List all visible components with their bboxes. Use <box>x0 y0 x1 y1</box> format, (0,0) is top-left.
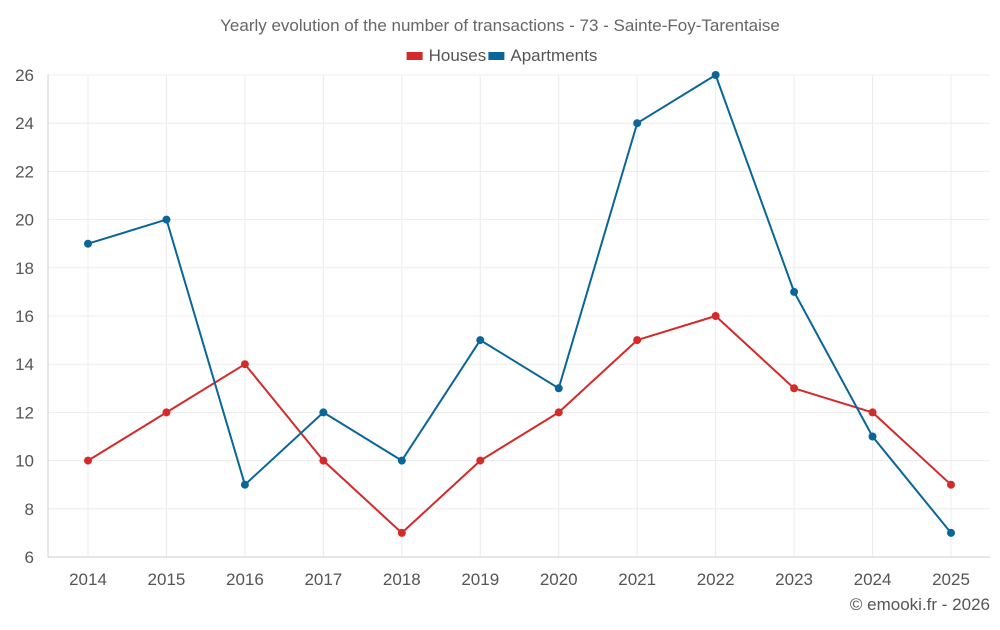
y-tick-label: 8 <box>25 500 34 519</box>
data-point-houses[interactable] <box>711 312 720 320</box>
data-point-houses[interactable] <box>476 456 485 465</box>
data-point-houses[interactable] <box>162 408 171 417</box>
series-layer <box>84 71 955 537</box>
y-tick-label: 22 <box>15 162 34 181</box>
series-line-apartments <box>87 74 952 534</box>
x-tick-label: 2025 <box>932 570 970 589</box>
series-line-houses <box>87 315 952 534</box>
legend-swatch-houses <box>406 52 423 60</box>
x-tick-label: 2015 <box>148 570 186 589</box>
data-point-houses[interactable] <box>84 456 92 465</box>
y-tick-label: 24 <box>15 114 34 133</box>
data-point-apartments[interactable] <box>554 384 563 393</box>
y-tick-label: 16 <box>15 307 34 326</box>
y-tick-label: 10 <box>15 452 34 471</box>
y-tick-label: 26 <box>15 66 34 85</box>
data-point-houses[interactable] <box>554 408 563 417</box>
x-tick-label: 2014 <box>69 570 107 589</box>
data-point-apartments[interactable] <box>947 528 955 537</box>
legend-label-apartments[interactable]: Apartments <box>510 46 597 65</box>
data-point-apartments[interactable] <box>790 287 799 296</box>
data-point-apartments[interactable] <box>397 456 406 465</box>
data-point-houses[interactable] <box>319 456 328 465</box>
x-tick-label: 2020 <box>540 570 578 589</box>
x-tick-label: 2021 <box>618 570 656 589</box>
data-point-apartments[interactable] <box>240 480 249 489</box>
data-point-houses[interactable] <box>240 360 249 369</box>
x-tick-label: 2024 <box>854 570 892 589</box>
chart-title: Yearly evolution of the number of transa… <box>220 16 780 35</box>
data-point-apartments[interactable] <box>633 119 642 128</box>
x-tick-label: 2019 <box>461 570 499 589</box>
y-tick-label: 12 <box>15 403 34 422</box>
data-point-apartments[interactable] <box>162 215 171 224</box>
data-point-houses[interactable] <box>790 384 799 393</box>
credit-text: © emooki.fr - 2026 <box>850 595 990 614</box>
legend: Houses Apartments <box>406 46 597 65</box>
data-point-houses[interactable] <box>633 336 642 345</box>
data-point-apartments[interactable] <box>476 336 485 345</box>
y-tick-label: 6 <box>25 548 34 567</box>
data-point-houses[interactable] <box>947 480 955 489</box>
x-tick-label: 2018 <box>383 570 421 589</box>
x-tick-label: 2016 <box>226 570 264 589</box>
data-point-apartments[interactable] <box>868 432 877 441</box>
legend-label-houses[interactable]: Houses <box>429 46 487 65</box>
x-tick-label: 2017 <box>304 570 342 589</box>
data-point-apartments[interactable] <box>84 239 92 248</box>
data-point-apartments[interactable] <box>319 408 328 417</box>
x-tick-label: 2022 <box>697 570 735 589</box>
data-point-houses[interactable] <box>868 408 877 417</box>
data-point-houses[interactable] <box>397 528 406 537</box>
y-tick-label: 20 <box>15 211 34 230</box>
y-tick-label: 18 <box>15 259 34 278</box>
data-point-apartments[interactable] <box>711 71 720 79</box>
y-tick-label: 14 <box>15 355 34 374</box>
grid <box>48 74 990 557</box>
x-tick-label: 2023 <box>775 570 813 589</box>
legend-swatch-apartments <box>488 52 505 60</box>
